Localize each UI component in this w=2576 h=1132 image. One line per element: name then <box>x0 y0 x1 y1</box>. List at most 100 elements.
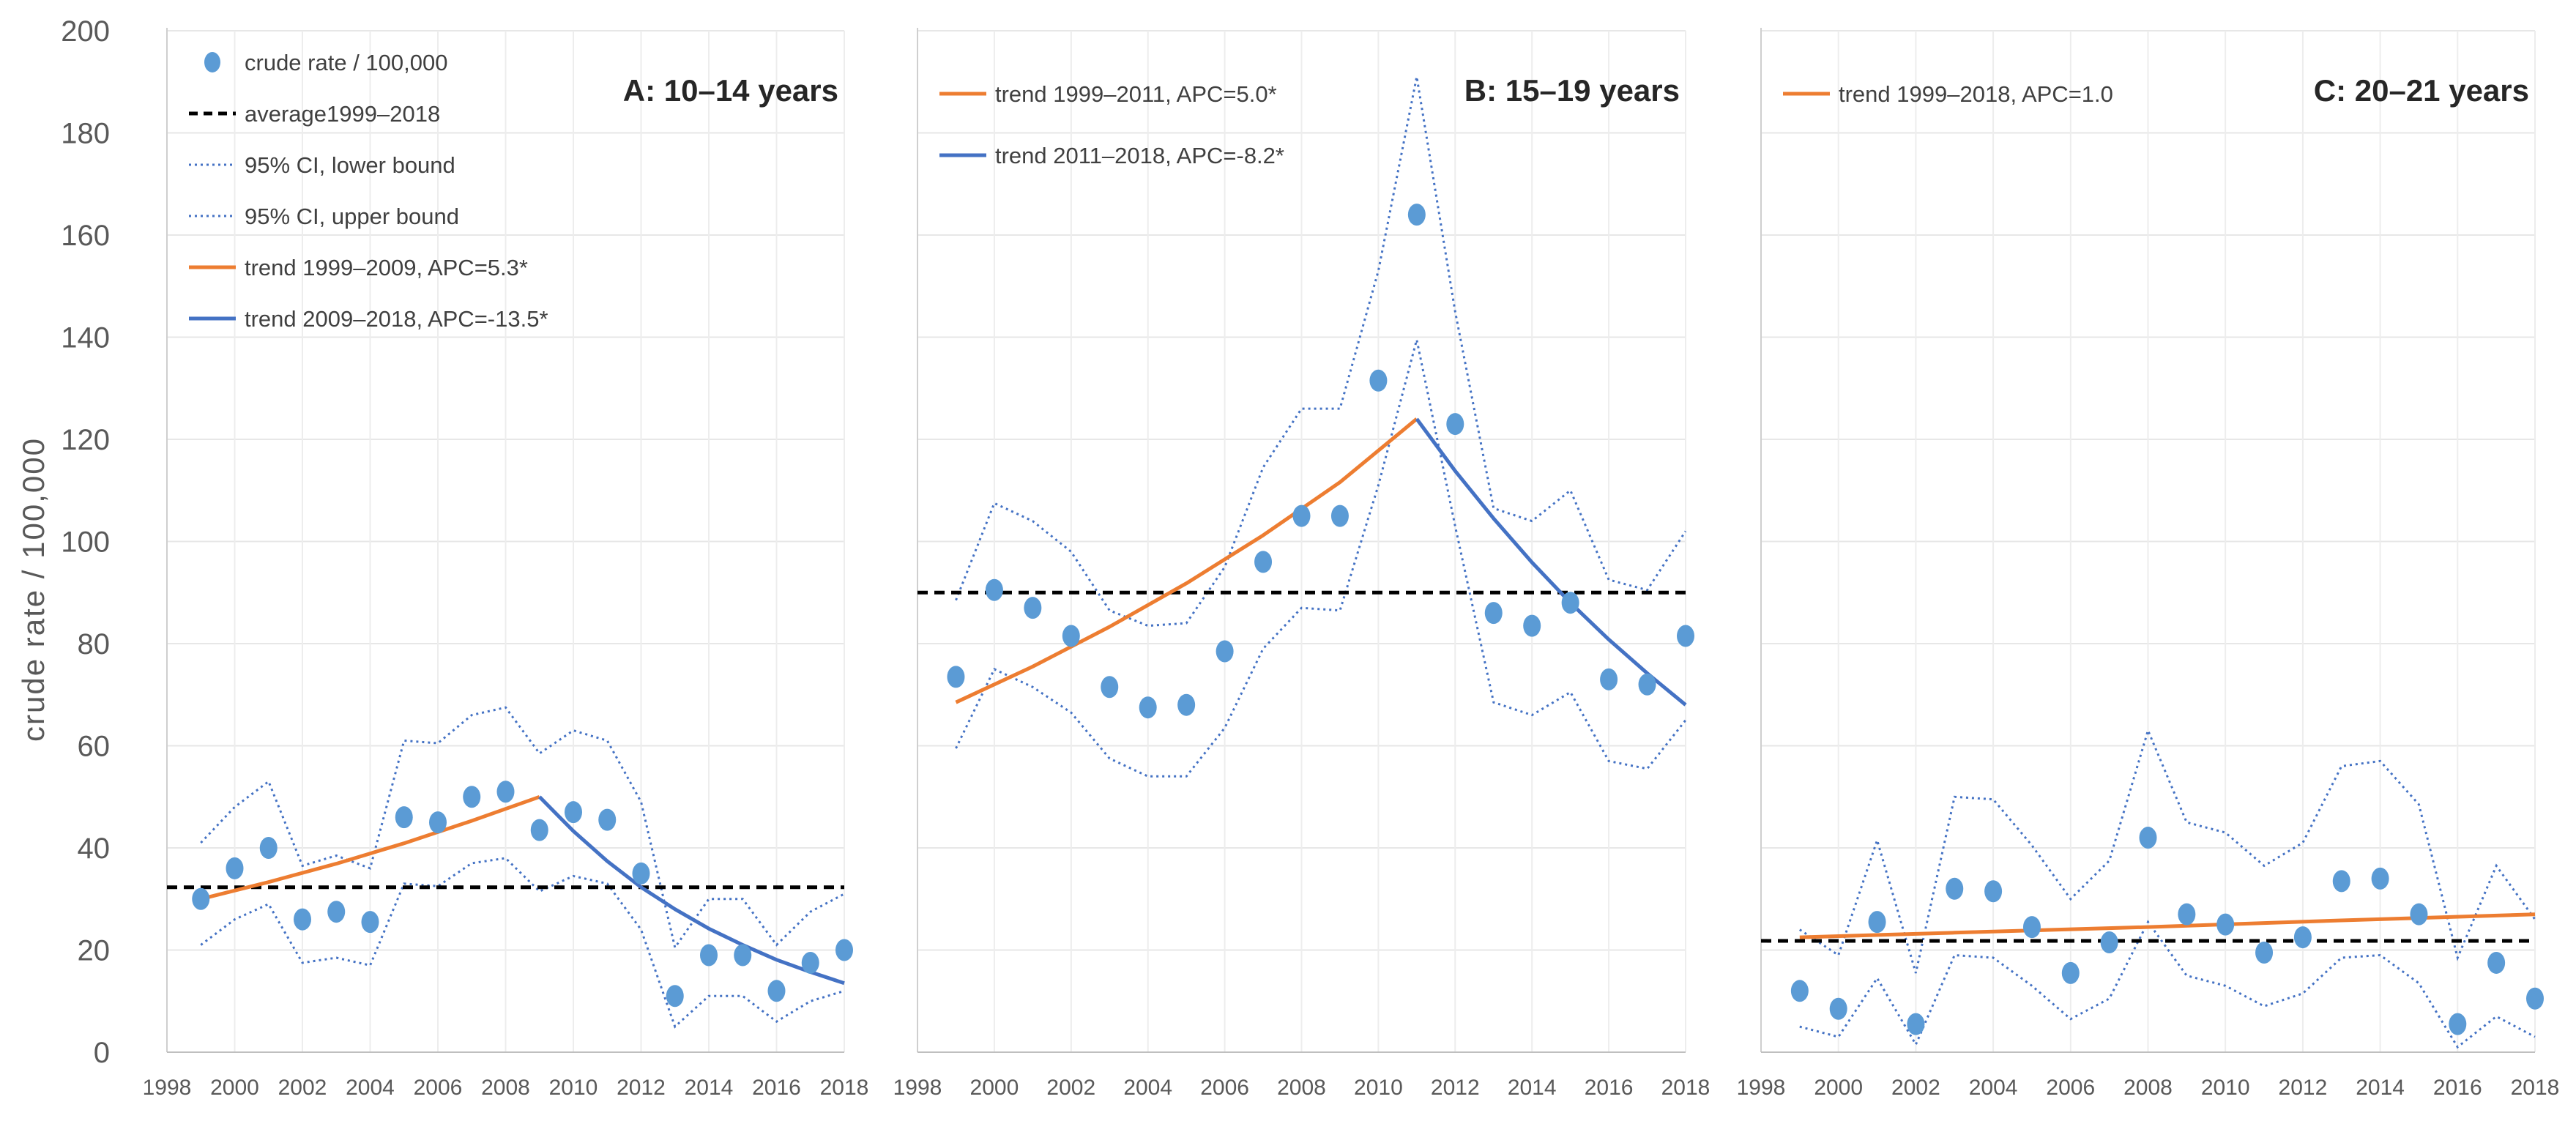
x-tick-label: 2006 <box>2046 1076 2095 1100</box>
y-tick-label: 200 <box>61 15 110 48</box>
data-point <box>1829 997 1847 1020</box>
x-tick-label: 2018 <box>2511 1076 2560 1100</box>
x-tick-label: 2016 <box>2433 1076 2482 1100</box>
data-point <box>1868 911 1886 934</box>
legend-label: crude rate / 100,000 <box>245 50 447 75</box>
legend-label: 95% CI, upper bound <box>245 204 459 229</box>
legend-item: trend 2011–2018, APC=-8.2* <box>939 143 1284 168</box>
data-point <box>2100 931 2118 954</box>
panel-title: A: 10–14 years <box>623 73 838 108</box>
data-point <box>530 819 548 841</box>
data-point <box>1254 551 1273 573</box>
panel-title: C: 20–21 years <box>2314 73 2529 108</box>
data-point <box>1330 504 1349 527</box>
legend-label: average1999–2018 <box>245 101 440 127</box>
data-point <box>1369 369 1388 392</box>
trend-line-1 <box>200 794 540 901</box>
data-point <box>734 944 752 967</box>
data-point <box>1677 625 1694 647</box>
x-tick-label: 2010 <box>2201 1076 2250 1100</box>
data-point <box>1561 592 1579 614</box>
x-tick-label: 2012 <box>617 1076 666 1100</box>
x-tick-label: 2008 <box>481 1076 530 1100</box>
y-tick-label: 0 <box>94 1037 110 1069</box>
panel-a: 1998 2000 2002 2004 2006 2008 2010 2012 2014 2016… <box>143 28 869 1100</box>
ci-upper-line <box>1798 727 2536 974</box>
panel-c: 1998 2000 2002 2004 2006 2008 2010 2012 2014 2016… <box>1737 28 2560 1100</box>
data-point <box>226 857 244 879</box>
data-point <box>1907 1013 1925 1035</box>
x-tick-label: 2018 <box>820 1076 869 1100</box>
data-point <box>801 951 819 974</box>
data-point <box>835 939 853 961</box>
data-point <box>1292 504 1311 527</box>
data-point <box>1984 880 2003 903</box>
trend-line-2 <box>1415 417 1687 707</box>
data-point <box>985 578 1003 601</box>
y-tick-label: 20 <box>78 935 111 967</box>
x-tick-label: 2004 <box>346 1076 395 1100</box>
trend-line-2 <box>538 795 845 986</box>
x-tick-label: 2000 <box>1814 1076 1863 1100</box>
legend-label: trend 2009–2018, APC=-13.5* <box>245 306 548 332</box>
data-point <box>2332 870 2350 893</box>
x-tick-label: 2006 <box>414 1076 463 1100</box>
x-tick-label: 2018 <box>1661 1076 1710 1100</box>
data-point <box>2139 827 2157 849</box>
data-point <box>632 862 650 885</box>
x-tick-label: 2014 <box>1508 1076 1557 1100</box>
data-point <box>1523 614 1541 637</box>
y-axis-label: crude rate / 100,000 <box>16 437 51 742</box>
x-tick-label: 2006 <box>1200 1076 1249 1100</box>
legend-item: trend 1999–2011, APC=5.0* <box>939 81 1277 107</box>
data-point <box>327 901 346 923</box>
data-point <box>1139 696 1157 719</box>
data-point <box>1407 204 1426 226</box>
data-point <box>2449 1013 2467 1035</box>
data-point <box>496 781 515 803</box>
ci-upper-line <box>955 76 1687 628</box>
x-tick-label: 2012 <box>1431 1076 1480 1100</box>
trend-line-1 <box>955 417 1418 704</box>
y-tick-label: 100 <box>61 526 110 559</box>
data-point <box>1177 693 1196 716</box>
ci-lower-line <box>955 339 1687 778</box>
legend-item: 95% CI, lower bound <box>189 152 455 178</box>
y-tick-label: 120 <box>61 424 110 456</box>
data-point <box>1216 640 1234 663</box>
data-point <box>463 786 481 808</box>
data-point <box>1484 602 1503 625</box>
data-point <box>2255 941 2274 964</box>
data-point <box>361 911 379 934</box>
legend-label: trend 2011–2018, APC=-8.2* <box>995 143 1284 168</box>
x-tick-label: 2016 <box>1585 1076 1634 1100</box>
legend-item: trend 1999–2009, APC=5.3* <box>189 255 528 280</box>
x-tick-label: 2008 <box>1277 1076 1326 1100</box>
x-tick-label: 2002 <box>1891 1076 1940 1100</box>
data-point <box>1101 676 1119 699</box>
data-point <box>700 944 718 967</box>
x-tick-label: 2000 <box>970 1076 1019 1100</box>
legend-item: average1999–2018 <box>189 101 440 127</box>
x-tick-label: 2014 <box>685 1076 734 1100</box>
data-point <box>429 811 447 834</box>
data-point <box>1446 413 1464 436</box>
y-tick-label: 40 <box>78 833 111 865</box>
legend-item: 95% CI, upper bound <box>189 204 459 229</box>
y-tick-label: 60 <box>78 731 111 763</box>
data-point <box>259 837 278 859</box>
data-point <box>2371 867 2389 890</box>
data-point <box>1600 668 1618 690</box>
x-tick-label: 2000 <box>210 1076 259 1100</box>
y-tick-label: 140 <box>61 322 110 354</box>
data-point <box>947 666 965 688</box>
x-tick-label: 2004 <box>1969 1076 2018 1100</box>
x-tick-label: 2014 <box>2356 1076 2405 1100</box>
x-tick-label: 1998 <box>893 1076 942 1100</box>
x-tick-label: 2010 <box>1354 1076 1403 1100</box>
data-point <box>666 985 684 1008</box>
legend-label: trend 1999–2018, APC=1.0 <box>1839 81 2113 107</box>
legend-item: trend 1999–2018, APC=1.0 <box>1783 81 2113 107</box>
legend-label: 95% CI, lower bound <box>245 152 455 178</box>
